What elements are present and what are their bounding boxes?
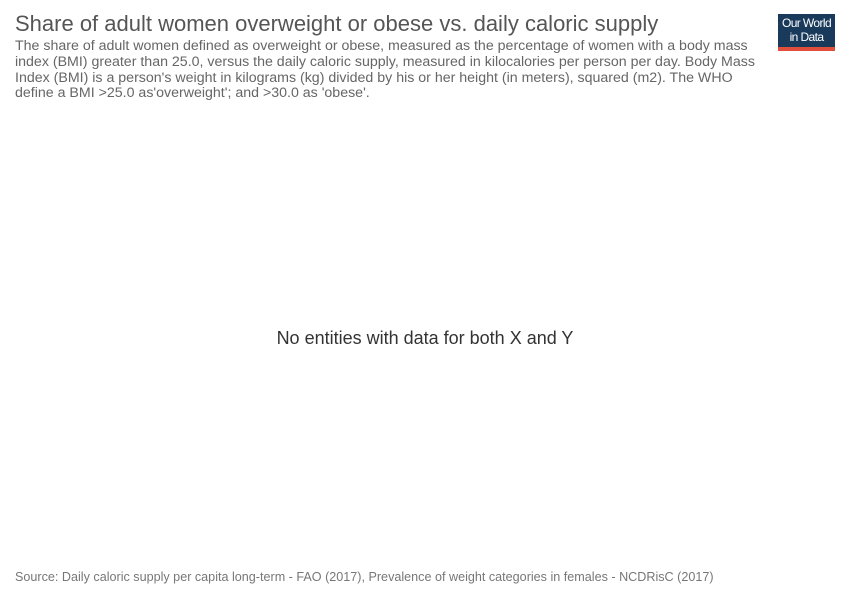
chart-subtitle: The share of adult women defined as over… (15, 38, 755, 102)
source-note: Source: Daily caloric supply per capita … (15, 570, 714, 584)
no-data-message: No entities with data for both X and Y (276, 328, 574, 348)
logo-line-2: in Data (789, 29, 824, 44)
scatter-plot-area: No entities with data for both X and Y (0, 118, 850, 558)
our-world-in-data-logo[interactable]: Our World in Data (778, 14, 835, 51)
chart-title: Share of adult women overweight or obese… (15, 11, 659, 36)
logo-line-1: Our World (781, 16, 832, 30)
